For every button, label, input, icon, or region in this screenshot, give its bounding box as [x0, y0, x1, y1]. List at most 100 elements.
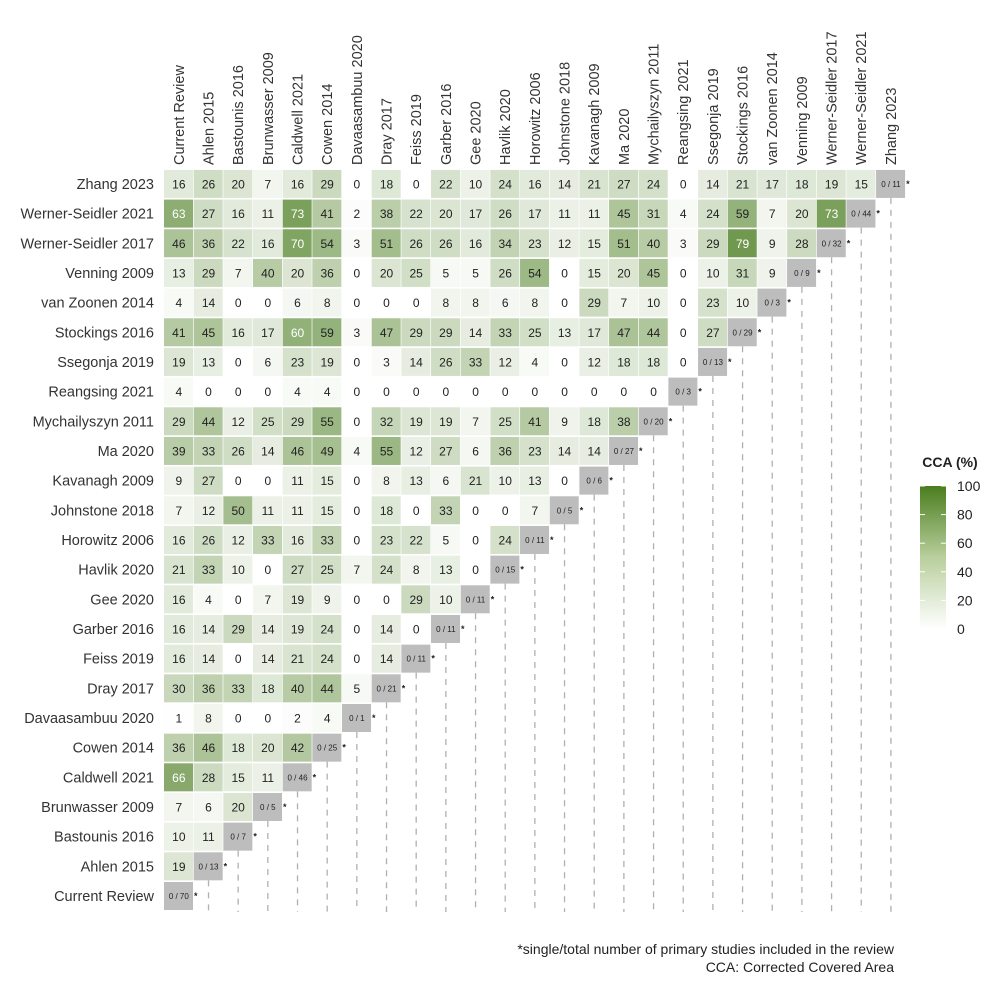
cell-rect [223, 436, 253, 465]
cell-rect [549, 318, 579, 347]
heatmap-cell: 19 [401, 407, 431, 436]
cell-value-label: 0 [235, 652, 242, 666]
cell-value-label: 0 [265, 296, 272, 310]
single-total-marker: * [728, 357, 732, 367]
cell-rect [401, 614, 431, 643]
cell-value-label: 26 [202, 533, 216, 547]
heatmap-cell: 21 [579, 169, 609, 198]
cell-value-label: 33 [261, 533, 275, 547]
diagonal-cell-rect [312, 733, 342, 762]
heatmap-cell: 45 [193, 318, 223, 347]
diagonal-count-label: 0 / 7 [230, 833, 246, 842]
cell-value-label: 51 [617, 237, 631, 251]
heatmap-cell: 73 [282, 199, 312, 228]
cell-value-label: 36 [499, 444, 513, 458]
cell-value-label: 14 [261, 622, 275, 636]
heatmap-cell: 19 [282, 614, 312, 643]
heatmap-cell: 19 [164, 347, 193, 376]
heatmap-cell: 10 [638, 288, 668, 317]
cell-value-label: 20 [439, 207, 453, 221]
cell-value-label: 55 [321, 415, 335, 429]
heatmap-cell: 24 [312, 644, 342, 673]
cell-rect [668, 288, 698, 317]
heatmap-cell: 0 [609, 377, 639, 406]
cell-value-label: 14 [261, 444, 275, 458]
cell-rect [431, 258, 461, 287]
cell-value-label: 14 [410, 355, 424, 369]
heatmap-cell: 24 [371, 555, 401, 584]
diagonal-count-label: 0 / 5 [557, 506, 573, 515]
cell-rect [638, 318, 668, 347]
cell-rect [371, 555, 401, 584]
cell-rect [282, 377, 312, 406]
heatmap-cell: 0 [223, 644, 253, 673]
cell-value-label: 14 [202, 622, 216, 636]
heatmap-cell: 13 [164, 258, 193, 287]
cell-rect [401, 377, 431, 406]
column-label-dray-2017: Dray 2017 [380, 98, 396, 165]
cell-rect [193, 644, 223, 673]
cell-value-label: 0 [472, 563, 479, 577]
cell-rect [520, 169, 550, 198]
cell-value-label: 0 [561, 355, 568, 369]
cell-rect [609, 199, 639, 228]
cell-value-label: 29 [321, 177, 335, 191]
diagonal-count-label: 0 / 25 [317, 744, 338, 753]
cell-value-label: 24 [499, 177, 513, 191]
column-dash-lines [207, 197, 892, 912]
cell-rect [342, 614, 372, 643]
cell-value-label: 29 [410, 326, 424, 340]
heatmap-cell: 21 [460, 466, 490, 495]
heatmap-cell: 0 [253, 377, 283, 406]
heatmap-cell: 41 [520, 407, 550, 436]
cell-value-label: 0 [561, 385, 568, 399]
diagonal-count-label: 0 / 3 [764, 299, 780, 308]
cell-rect [460, 377, 490, 406]
heatmap-cell: 0 / 20 * [638, 407, 673, 436]
cell-rect [193, 377, 223, 406]
cell-rect [549, 436, 579, 465]
cell-rect [312, 199, 342, 228]
cell-value-label: 7 [265, 177, 272, 191]
cell-rect [342, 318, 372, 347]
heatmap-cell: 3 [342, 229, 372, 258]
single-total-marker: * [431, 654, 435, 664]
heatmap-cell: 0 [371, 288, 401, 317]
cell-value-label: 0 [680, 266, 687, 280]
cell-value-label: 0 [354, 355, 361, 369]
cell-rect [342, 466, 372, 495]
heatmap-cell: 8 [193, 703, 223, 732]
cell-value-label: 46 [202, 741, 216, 755]
cell-value-label: 47 [617, 326, 631, 340]
cell-rect [223, 318, 253, 347]
cell-rect [312, 407, 342, 436]
heatmap-cell: 36 [193, 229, 223, 258]
cell-value-label: 0 [650, 385, 657, 399]
cell-rect [223, 466, 253, 495]
cell-value-label: 5 [443, 533, 450, 547]
cell-value-label: 27 [202, 207, 216, 221]
cell-value-label: 27 [291, 563, 305, 577]
cell-rect [609, 318, 639, 347]
cell-value-label: 73 [291, 207, 305, 221]
heatmap-cell: 7 [253, 585, 283, 614]
cell-value-label: 24 [321, 652, 335, 666]
row-label-mychailyszyn-2011: Mychailyszyn 2011 [33, 414, 154, 430]
diagonal-cell-rect [816, 229, 846, 258]
cell-rect [223, 288, 253, 317]
cell-value-label: 0 [621, 385, 628, 399]
diagonal-cell-rect [401, 644, 431, 673]
heatmap-cell: 51 [371, 229, 401, 258]
heatmap-cell: 10 [727, 288, 757, 317]
cell-value-label: 0 [472, 504, 479, 518]
cell-value-label: 54 [321, 237, 335, 251]
cell-value-label: 9 [324, 593, 331, 607]
diagonal-cell-rect [668, 377, 698, 406]
cell-rect [193, 407, 223, 436]
cell-rect [164, 436, 193, 465]
cell-rect [342, 496, 372, 525]
heatmap-cell: 66 [164, 763, 193, 792]
diagonal-count-label: 0 / 1 [349, 714, 365, 723]
single-total-marker: * [342, 743, 346, 753]
cell-rect [638, 229, 668, 258]
